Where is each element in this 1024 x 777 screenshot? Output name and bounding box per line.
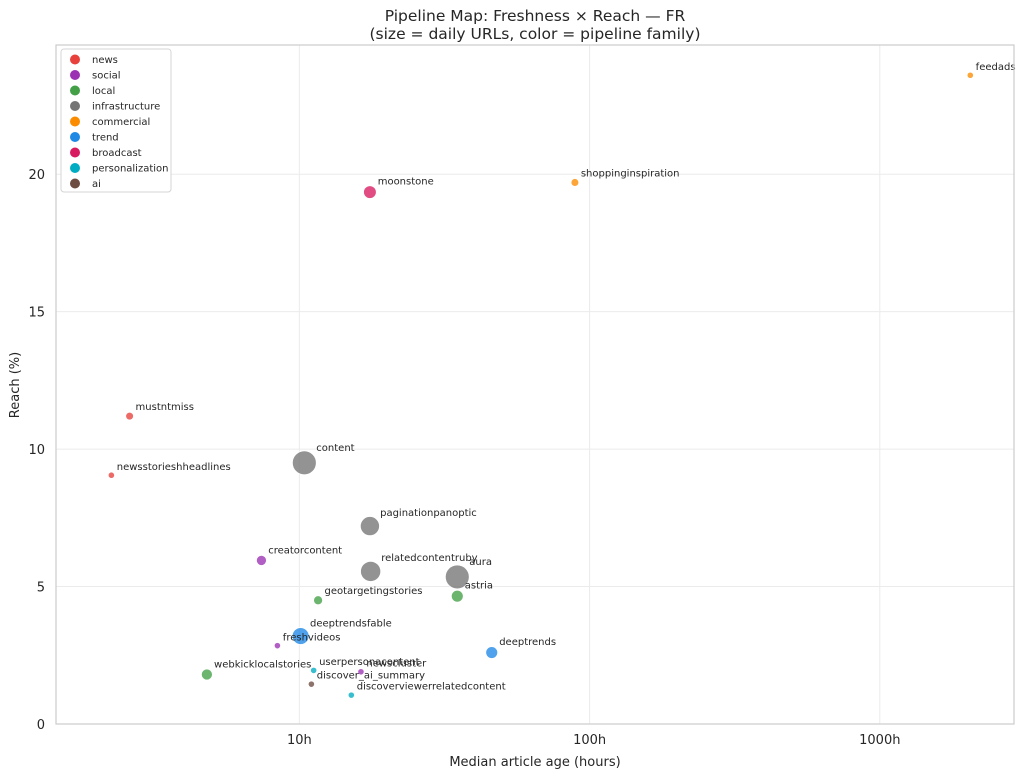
- legend-label-infrastructure: infrastructure: [92, 102, 160, 113]
- legend-marker-personalization: [70, 163, 80, 173]
- legend-box: [60, 48, 172, 193]
- point-label-content: content: [316, 443, 354, 454]
- point-newscluster: [357, 668, 365, 676]
- data-point-labels: feedads shoppinginspiration moonstone mustn…: [117, 62, 1016, 693]
- legend-label-news: news: [92, 55, 118, 66]
- point-label-freshvideos: freshvideos: [283, 632, 341, 643]
- chart-title: Pipeline Map: Freshness × Reach — FR: [385, 7, 686, 25]
- y-axis-ticks: 0 5 10 15 20: [28, 168, 45, 733]
- legend-marker-local: [70, 85, 80, 96]
- y-tick-label-1: 5: [37, 581, 45, 596]
- x-axis-ticks: 10h 100h 1000h: [287, 733, 900, 748]
- point-label-astria: astria: [465, 581, 493, 592]
- data-points: [107, 71, 974, 699]
- point-label-relatedcontentruby: relatedcontentruby: [381, 553, 477, 564]
- plot-frame: [55, 44, 1015, 725]
- legend-marker-infrastructure: [70, 101, 80, 111]
- y-axis-label: Reach (%): [8, 352, 23, 418]
- legend-label-personalization: personalization: [92, 164, 169, 175]
- point-relatedcontentruby: [360, 560, 382, 582]
- point-aura: [444, 564, 470, 590]
- x-axis-label: Median article age (hours): [449, 755, 620, 770]
- legend-marker-ai: [70, 178, 80, 189]
- legend: news social local infrastructure commercial t…: [60, 48, 172, 193]
- point-feedads: [966, 71, 974, 79]
- point-geotargetingstories: [313, 595, 324, 606]
- y-tick-label-4: 20: [28, 168, 45, 183]
- point-label-aura: aura: [469, 557, 492, 568]
- legend-label-ai: ai: [92, 179, 101, 190]
- point-content: [291, 450, 317, 476]
- legend-marker-news: [70, 54, 80, 65]
- point-deeptrends: [485, 646, 499, 659]
- point-label-userpersonacontent: userpersonacontent: [319, 657, 420, 668]
- legend-label-commercial: commercial: [92, 117, 150, 128]
- legend-marker-social: [70, 70, 80, 80]
- point-creatorcontent: [255, 554, 267, 566]
- point-label-geotargetingstories: geotargetingstories: [324, 586, 422, 597]
- legend-label-local: local: [92, 86, 115, 97]
- point-label-deeptrends: deeptrends: [499, 637, 556, 648]
- x-tick-label-0: 10h: [287, 733, 312, 748]
- point-label-paginationpanoptic: paginationpanoptic: [380, 508, 477, 519]
- point-newsstorieshheadlines: [107, 471, 115, 479]
- legend-marker-commercial: [70, 116, 80, 127]
- legend-marker-trend: [70, 132, 80, 142]
- point-label-discoverviewerrelatedcontent: discoverviewerrelatedcontent: [357, 682, 506, 693]
- point-deeptrendsfable: [291, 627, 310, 645]
- point-label-webkicklocalstories: webkicklocalstories: [214, 659, 311, 670]
- point-label-mustntmiss: mustntmiss: [136, 402, 194, 413]
- chart-subtitle: (size = daily URLs, color = pipeline fam…: [370, 25, 701, 43]
- point-label-creatorcontent: creatorcontent: [268, 546, 342, 557]
- point-freshvideos: [273, 642, 282, 650]
- point-label-shoppinginspiration: shoppinginspiration: [581, 169, 680, 180]
- legend-label-social: social: [92, 71, 121, 82]
- point-moonstone: [363, 185, 377, 199]
- point-paginationpanoptic: [359, 516, 380, 537]
- x-tick-label-1: 100h: [573, 733, 606, 748]
- point-label-moonstone: moonstone: [378, 176, 434, 187]
- legend-marker-broadcast: [70, 147, 80, 158]
- point-shoppinginspiration: [570, 178, 580, 187]
- y-tick-label-2: 10: [28, 443, 45, 458]
- point-mustntmiss: [125, 411, 134, 421]
- y-tick-label-3: 15: [28, 306, 45, 321]
- point-label-newsstorieshheadlines: newsstorieshheadlines: [117, 462, 231, 473]
- point-userpersonacontent: [310, 666, 318, 674]
- point-astria: [450, 589, 464, 603]
- point-webkicklocalstories: [200, 668, 213, 681]
- point-discoverviewerrelatedcontent: [347, 691, 355, 699]
- legend-label-trend: trend: [92, 133, 119, 144]
- y-tick-label-0: 0: [37, 718, 45, 733]
- grid-lines: [56, 45, 1014, 725]
- point-discover_ai_summary: [307, 680, 315, 688]
- point-label-feedads: feedads: [976, 62, 1016, 73]
- point-label-discover_ai_summary: discover_ai_summary: [317, 671, 425, 682]
- point-label-newscluster: newscluster: [366, 658, 427, 669]
- x-tick-label-2: 1000h: [859, 733, 900, 748]
- legend-label-broadcast: broadcast: [92, 148, 142, 159]
- point-label-deeptrendsfable: deeptrendsfable: [310, 619, 392, 630]
